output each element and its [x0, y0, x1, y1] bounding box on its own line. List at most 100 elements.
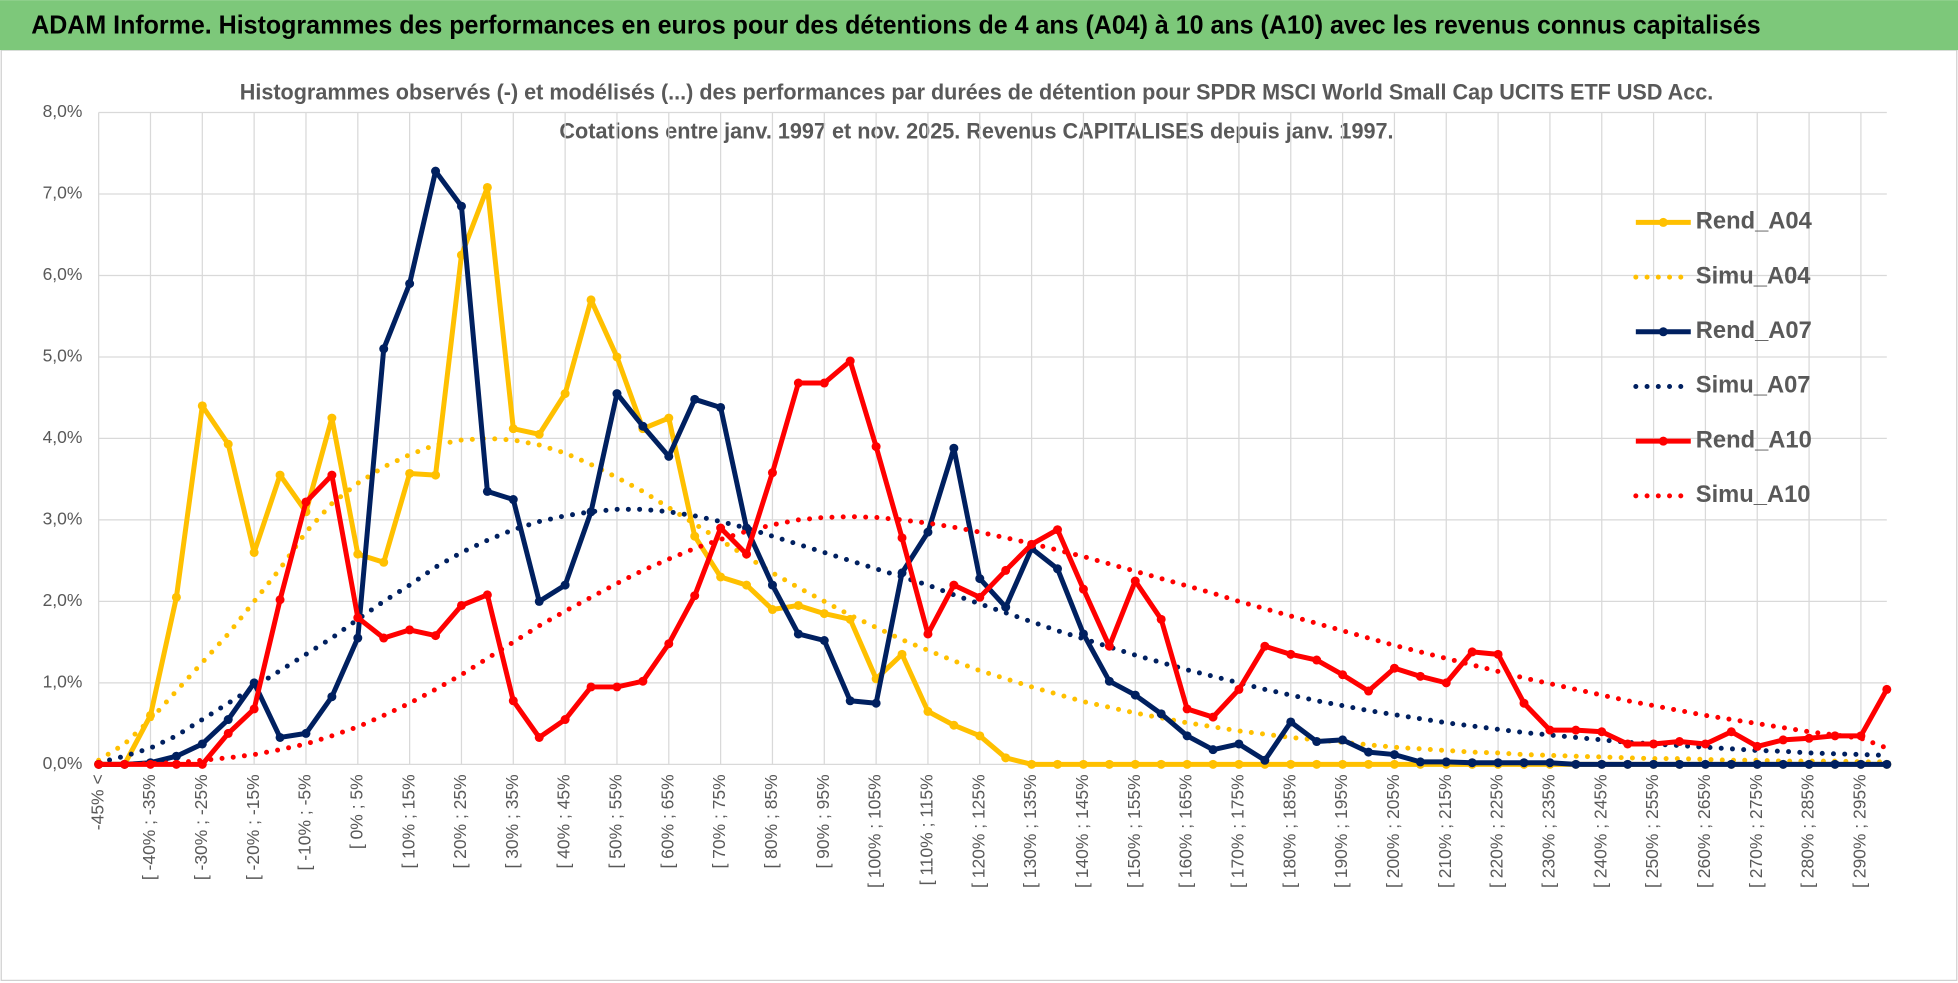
point: [1130, 690, 1140, 700]
point: [923, 527, 933, 537]
point: [1571, 759, 1581, 769]
point: [767, 580, 777, 590]
point: [975, 592, 985, 602]
point: [249, 678, 259, 688]
point: [456, 600, 466, 610]
x-tick-label: [ 80% ; 85%: [761, 774, 781, 868]
point: [405, 279, 415, 289]
point: [690, 394, 700, 404]
x-tick-label: [ 180% ; 185%: [1279, 774, 1299, 888]
point: [1286, 717, 1296, 727]
point: [431, 470, 441, 480]
point: [405, 625, 415, 635]
point: [1597, 759, 1607, 769]
point: [1623, 739, 1633, 749]
point: [1856, 759, 1866, 769]
point: [742, 549, 752, 559]
point: [508, 696, 518, 706]
point: [1156, 709, 1166, 719]
point: [534, 429, 544, 439]
point: [405, 468, 415, 478]
point: [508, 495, 518, 505]
point: [223, 728, 233, 738]
x-tick-label: [ 60% ; 65%: [657, 774, 677, 868]
point: [716, 572, 726, 582]
header-bar: [0, 0, 1958, 51]
point: [431, 166, 441, 176]
point: [1415, 757, 1425, 767]
point: [1467, 758, 1477, 768]
x-tick-label: [ 100% ; 105%: [865, 774, 885, 888]
point: [1001, 602, 1011, 612]
point: [379, 344, 389, 354]
point: [767, 468, 777, 478]
point: [690, 531, 700, 541]
point: [1389, 750, 1399, 760]
point: [223, 439, 233, 449]
point: [1234, 739, 1244, 749]
point: [1700, 759, 1710, 769]
x-tick-label: [ 110% ; 115%: [917, 774, 937, 885]
point: [353, 633, 363, 643]
x-tick-label: [ 90% ; 95%: [813, 774, 833, 868]
point: [949, 443, 959, 453]
point: [949, 720, 959, 730]
y-tick-label: 6,0%: [43, 264, 83, 284]
point: [1208, 759, 1218, 769]
point: [482, 590, 492, 600]
legend-label: Rend_A04: [1696, 209, 1813, 235]
point: [1649, 739, 1659, 749]
point: [1571, 725, 1581, 735]
point: [793, 378, 803, 388]
x-tick-label: [ 0% ; 5%: [346, 774, 366, 849]
point: [1519, 758, 1529, 768]
point: [353, 613, 363, 623]
point: [845, 356, 855, 366]
point: [1752, 741, 1762, 751]
y-tick-label: 7,0%: [43, 183, 83, 203]
x-tick-label: [ 250% ; 255%: [1642, 774, 1662, 888]
point: [1338, 735, 1348, 745]
point: [586, 682, 596, 692]
point: [1882, 759, 1892, 769]
point: [482, 486, 492, 496]
page-title: ADAM Informe. Histogrammes des performan…: [31, 9, 1760, 39]
point: [1078, 759, 1088, 769]
x-tick-label: [ -10% ; -5%: [295, 774, 315, 870]
point: [1778, 735, 1788, 745]
legend-label: Simu_A04: [1696, 263, 1811, 289]
series-line: [98, 168, 1887, 767]
legend-label: Rend_A10: [1696, 427, 1812, 453]
point: [1312, 737, 1322, 747]
point: [716, 523, 726, 533]
point: [612, 389, 622, 399]
point: [1752, 759, 1762, 769]
point: [1130, 576, 1140, 586]
x-tick-label: [ 240% ; 245%: [1590, 774, 1610, 888]
x-tick-label: [ 160% ; 165%: [1176, 774, 1196, 888]
point: [1467, 647, 1477, 657]
point: [1389, 759, 1399, 769]
legend-label: Simu_A07: [1696, 373, 1811, 399]
x-tick-label: [ 190% ; 195%: [1331, 774, 1351, 888]
point: [664, 639, 674, 649]
point: [1441, 757, 1451, 767]
point: [1182, 759, 1192, 769]
point: [197, 739, 207, 749]
point: [1078, 584, 1088, 594]
point: [1675, 759, 1684, 769]
x-tick-label: [ 10% ; 15%: [398, 774, 418, 868]
point: [793, 600, 803, 610]
point: [638, 421, 648, 431]
point: [612, 682, 622, 692]
x-tick-label: [ 140% ; 145%: [1072, 774, 1092, 888]
point: [1182, 704, 1192, 714]
legend-marker: [1658, 327, 1668, 337]
point: [327, 692, 337, 702]
point: [327, 413, 337, 423]
point: [664, 413, 674, 423]
x-tick-label: [ 40% ; 45%: [554, 774, 574, 868]
point: [275, 732, 285, 742]
point: [534, 596, 544, 606]
point: [612, 352, 622, 362]
